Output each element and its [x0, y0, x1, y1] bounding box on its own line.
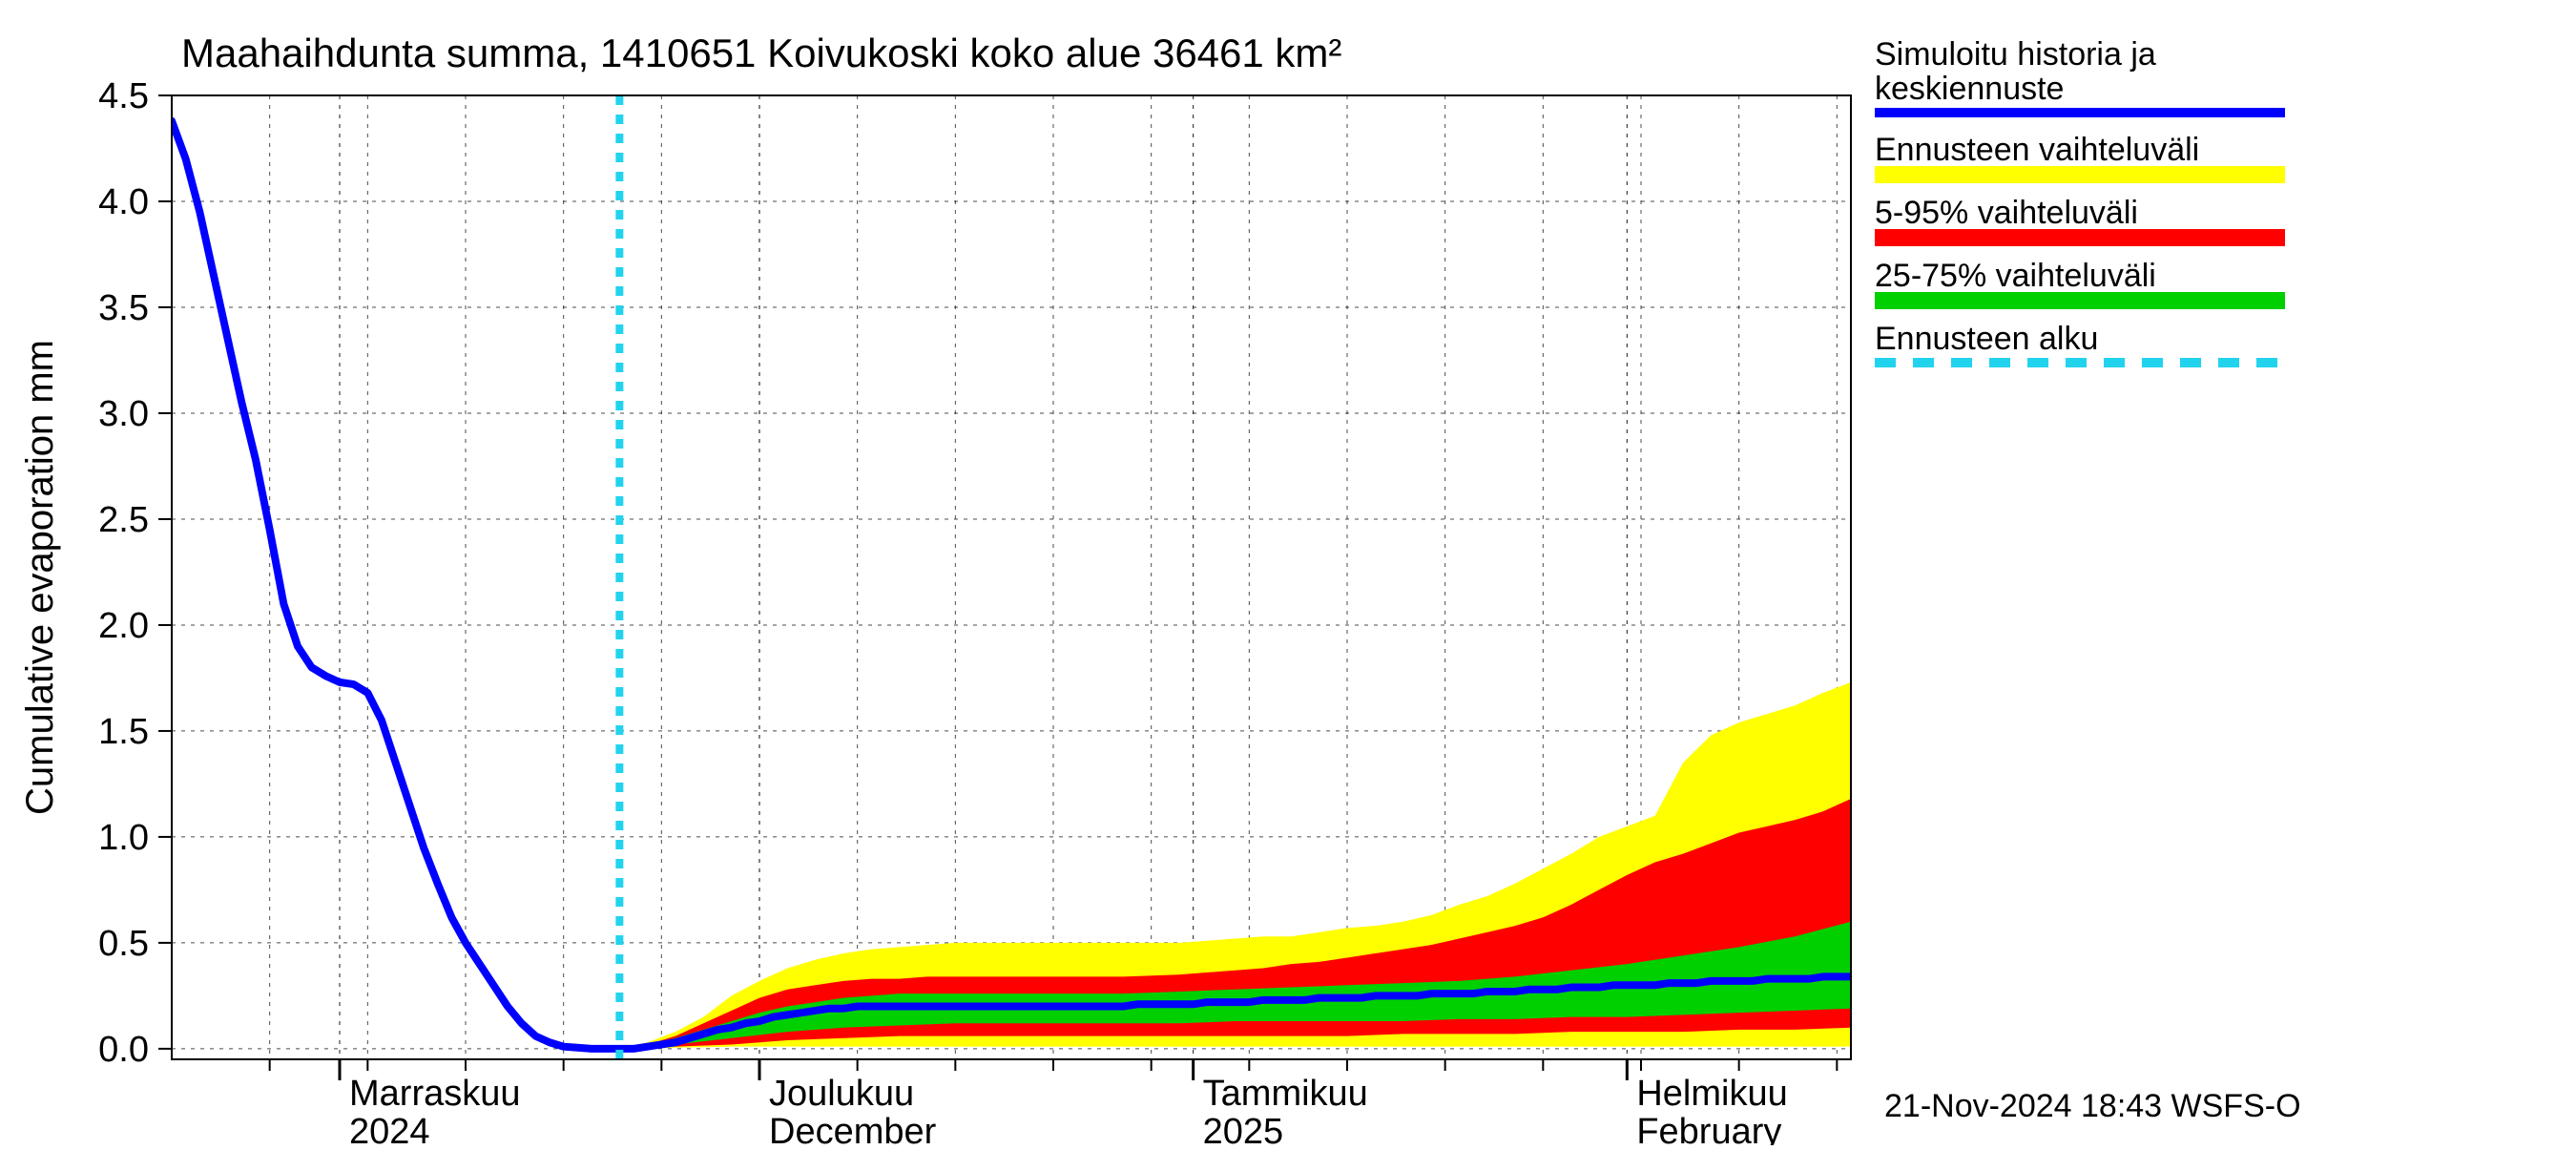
chart-title: Maahaihdunta summa, 1410651 Koivukoski k… — [181, 31, 1341, 75]
y-tick-label: 3.5 — [98, 288, 149, 328]
legend-swatch — [1875, 292, 2285, 309]
legend-label: Ennusteen vaihteluväli — [1875, 132, 2199, 168]
y-tick-label: 1.0 — [98, 818, 149, 858]
y-tick-label: 0.0 — [98, 1030, 149, 1070]
legend-label: 5-95% vaihteluväli — [1875, 195, 2138, 231]
chart-svg: 0.00.51.01.52.02.53.03.54.04.5Marraskuu2… — [0, 0, 2576, 1145]
y-tick-label: 3.0 — [98, 394, 149, 434]
x-month-label-bottom: December — [769, 1112, 937, 1145]
y-tick-label: 4.5 — [98, 76, 149, 116]
x-month-label-bottom: February — [1636, 1112, 1781, 1145]
x-month-label-bottom: 2025 — [1203, 1112, 1284, 1145]
legend-swatch — [1875, 229, 2285, 246]
y-tick-label: 1.5 — [98, 712, 149, 752]
y-tick-label: 0.5 — [98, 924, 149, 964]
x-month-label-top: Helmikuu — [1636, 1074, 1787, 1114]
x-month-label-top: Marraskuu — [349, 1074, 521, 1114]
y-tick-label: 2.5 — [98, 500, 149, 540]
chart-container: 0.00.51.01.52.02.53.03.54.04.5Marraskuu2… — [0, 0, 2576, 1145]
legend-label: Ennusteen alku — [1875, 321, 2098, 357]
legend-label: Simuloitu historia ja — [1875, 36, 2156, 73]
legend-swatch — [1875, 166, 2285, 183]
y-axis-label: Cumulative evaporation mm — [19, 340, 61, 815]
y-tick-label: 4.0 — [98, 182, 149, 222]
y-tick-label: 2.0 — [98, 606, 149, 646]
legend-label: 25-75% vaihteluväli — [1875, 258, 2156, 294]
x-month-label-top: Joulukuu — [769, 1074, 914, 1114]
legend-label: keskiennuste — [1875, 71, 2064, 107]
x-month-label-bottom: 2024 — [349, 1112, 430, 1145]
chart-footer: 21-Nov-2024 18:43 WSFS-O — [1884, 1088, 2301, 1124]
x-month-label-top: Tammikuu — [1203, 1074, 1368, 1114]
